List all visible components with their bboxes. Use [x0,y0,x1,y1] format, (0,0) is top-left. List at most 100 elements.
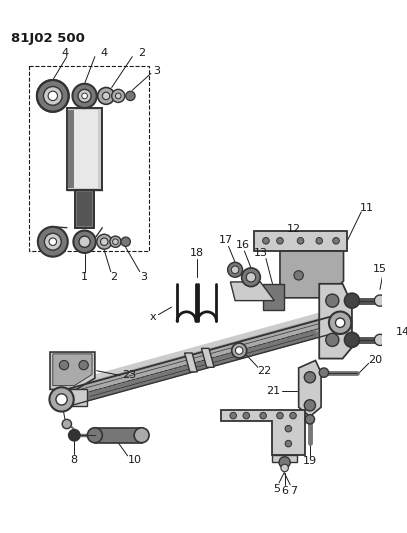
Text: 10: 10 [128,455,142,465]
Text: 5: 5 [273,484,280,495]
Circle shape [319,368,328,377]
Circle shape [79,236,90,247]
Circle shape [62,419,72,429]
Bar [72,110,98,189]
Polygon shape [201,349,214,367]
Circle shape [326,294,339,307]
Circle shape [116,93,121,99]
Circle shape [279,457,290,468]
Polygon shape [280,251,344,298]
Polygon shape [50,352,95,390]
Circle shape [38,227,68,257]
Text: 7: 7 [291,486,298,496]
Polygon shape [53,354,92,386]
Circle shape [335,318,345,327]
Bar [75,190,94,228]
Bar [29,66,149,251]
Circle shape [374,334,385,345]
Circle shape [102,92,110,100]
Circle shape [59,360,69,370]
Text: 12: 12 [287,224,301,233]
Circle shape [73,230,96,253]
Bar [77,192,92,226]
Text: 20: 20 [368,356,382,366]
Circle shape [232,343,247,358]
Text: 3: 3 [140,272,147,282]
Bar [55,390,88,406]
Circle shape [243,413,249,419]
Circle shape [98,87,114,104]
Bar [67,110,74,189]
Circle shape [44,86,62,105]
Text: 2: 2 [138,48,145,58]
Bar [67,108,102,190]
Circle shape [285,425,292,432]
Circle shape [344,293,359,308]
Bar [263,284,284,310]
Circle shape [126,91,135,101]
Text: 21: 21 [266,386,280,397]
Circle shape [304,400,315,411]
Circle shape [44,233,61,250]
Circle shape [79,360,88,370]
Text: 14: 14 [396,327,407,337]
Circle shape [304,372,315,383]
Circle shape [329,311,351,334]
Circle shape [48,91,57,101]
Circle shape [134,428,149,443]
Circle shape [101,238,108,246]
Circle shape [49,387,74,411]
Text: 81J02 500: 81J02 500 [11,33,85,45]
Circle shape [69,430,80,441]
Bar [254,230,347,251]
Circle shape [333,238,339,244]
Circle shape [231,266,239,273]
Circle shape [326,333,339,346]
Circle shape [281,464,289,472]
Polygon shape [230,282,274,301]
Text: 9: 9 [59,399,66,408]
Polygon shape [221,410,305,455]
Text: 15: 15 [373,264,387,274]
Polygon shape [185,353,197,372]
Circle shape [374,295,385,306]
Text: 17: 17 [219,235,233,245]
Circle shape [56,394,67,405]
Text: x: x [149,312,156,322]
Circle shape [294,271,303,280]
Bar [75,190,94,228]
Text: 18: 18 [190,248,204,258]
Bar [67,108,102,190]
Circle shape [121,237,130,246]
Circle shape [97,234,112,249]
Bar [272,455,297,462]
Circle shape [230,413,236,419]
Text: 22: 22 [257,366,271,376]
Text: 8: 8 [71,455,78,465]
Circle shape [305,415,315,424]
Circle shape [297,238,304,244]
Circle shape [277,238,283,244]
Text: 1: 1 [81,272,88,282]
Circle shape [246,272,256,282]
Circle shape [277,413,283,419]
Text: 19: 19 [303,456,317,466]
Text: 3: 3 [153,66,160,76]
Circle shape [290,413,296,419]
Circle shape [316,238,322,244]
Circle shape [110,236,121,247]
Circle shape [263,238,269,244]
Text: 13: 13 [254,248,268,258]
Text: 4: 4 [61,48,68,58]
Text: 4: 4 [101,48,108,58]
Circle shape [82,93,88,99]
Text: 2: 2 [110,272,117,282]
Circle shape [242,268,260,287]
Circle shape [78,90,91,102]
Circle shape [285,440,292,447]
Circle shape [88,428,102,443]
Text: 16: 16 [236,240,249,251]
Circle shape [72,84,97,108]
Circle shape [236,347,243,354]
Polygon shape [299,360,321,416]
